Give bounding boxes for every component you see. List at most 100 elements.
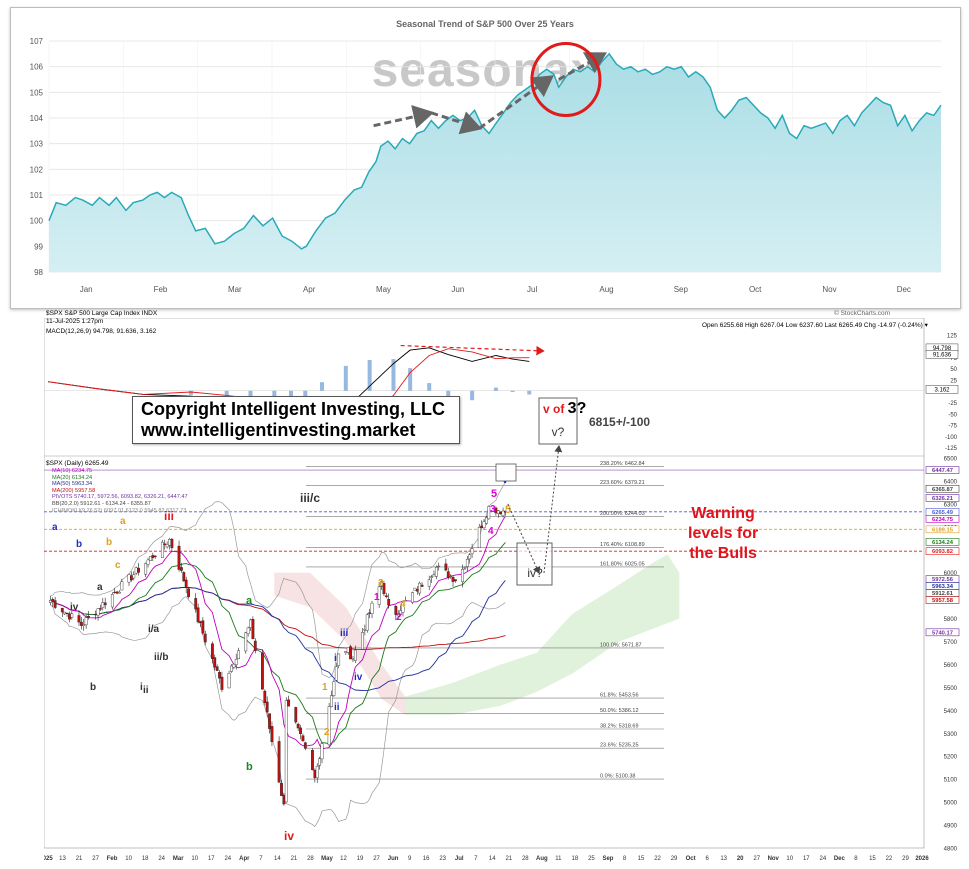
macd-tag-label: 3.162	[934, 387, 950, 393]
price-tag-label: 6093.82	[932, 549, 953, 555]
candle-body	[361, 632, 364, 650]
wave-label: iv	[70, 602, 79, 613]
candle-body	[468, 554, 472, 560]
x-axis-label: 24	[158, 856, 165, 862]
candle-body	[213, 657, 217, 668]
price-tag-label: 5912.61	[932, 591, 954, 597]
candle-body	[420, 584, 424, 587]
macd-axis-label: 75	[950, 356, 957, 362]
macd-hist-bar	[510, 390, 515, 393]
x-tick-label: Aug	[599, 285, 613, 294]
wave-label: 3	[490, 504, 496, 515]
wave-label: b	[90, 682, 96, 693]
warning-line2: levels for	[688, 525, 759, 542]
candle-body	[199, 621, 202, 623]
x-axis-label: 24	[819, 856, 826, 862]
wave-label: b	[106, 537, 112, 548]
macd-axis-label: 50	[950, 367, 957, 373]
x-axis-label: 10	[125, 856, 132, 862]
candle-body	[160, 541, 164, 558]
candle-body	[103, 602, 107, 606]
candle-body	[482, 521, 486, 529]
price-tag-label: 6234.75	[932, 517, 954, 523]
indicator-legend: MA(10) 6234.75 MA(20) 6134.24 MA(50) 5963.…	[52, 468, 188, 514]
y-axis-label: 6300	[944, 502, 958, 508]
y-axis-label: 6400	[944, 479, 958, 485]
candle-body	[463, 567, 467, 569]
y-axis-label: 5800	[944, 617, 958, 623]
macd-axis-label: -100	[945, 435, 958, 441]
seasonal-line	[48, 52, 942, 250]
candle-body	[170, 539, 174, 549]
x-axis-label: 10	[786, 856, 793, 862]
warning-line3: the Bulls	[689, 545, 757, 562]
candle-body	[68, 613, 71, 620]
macd-hist-bar	[493, 387, 498, 391]
candle-body	[303, 742, 307, 749]
candle-body	[203, 633, 207, 643]
candle-body	[149, 556, 152, 561]
candle-body	[454, 579, 457, 582]
wave-label: a	[52, 522, 58, 533]
x-axis-label: 28	[522, 856, 529, 862]
trend-arrow	[557, 52, 608, 81]
candle-body	[146, 559, 150, 565]
candle-body	[263, 690, 267, 703]
candle-body	[287, 699, 291, 707]
candle-body	[153, 555, 157, 557]
fib-label: 38.2%: 5318.69	[600, 724, 639, 730]
candle-body	[180, 567, 183, 571]
legend-item: MA(20) 6134.24	[52, 474, 93, 481]
candle-body	[282, 794, 286, 805]
candle-body	[477, 527, 481, 548]
macd-axis-label: -75	[948, 424, 957, 430]
x-axis-label: 27	[373, 856, 380, 862]
candle-body	[232, 663, 236, 668]
candle-body	[94, 613, 98, 616]
wave-label: iii	[164, 509, 174, 523]
candle-body	[115, 591, 119, 594]
wave-label: ii	[334, 702, 340, 713]
x-axis-label: 24	[224, 856, 231, 862]
seasonal-area	[49, 53, 941, 272]
wave-label: 4	[400, 599, 406, 610]
macd-hist-bar	[391, 359, 396, 391]
candle-body	[268, 713, 271, 729]
candle-body	[349, 646, 352, 660]
macd-hist-bar	[248, 390, 253, 397]
macd-hist-bar	[470, 390, 475, 401]
wave-label: a	[120, 516, 126, 527]
candle-body	[403, 600, 407, 602]
wave-label: a	[246, 595, 253, 607]
candle-body	[227, 673, 231, 689]
x-axis-label: 15	[638, 856, 645, 862]
x-axis-label: 9	[408, 856, 412, 862]
candle-body	[484, 517, 488, 524]
ichimoku-cloud-red	[274, 572, 406, 715]
wave-label: 4	[488, 526, 494, 537]
candle-body	[461, 568, 464, 582]
spx-chart-panel: 1251007550250-25-50-75-100-12594.79891.6…	[39, 310, 968, 864]
projection-arrow-down	[507, 503, 541, 574]
macd-label: MACD(12,26,9) 94.798, 91.636, 3.162	[46, 328, 157, 335]
x-tick-label: Jun	[451, 285, 464, 294]
candle-body	[70, 613, 74, 618]
candle-body	[63, 611, 67, 615]
x-axis-label: 15	[869, 856, 876, 862]
candle-body	[315, 765, 319, 779]
macd-axis-label: 125	[947, 333, 958, 339]
candle-body	[87, 616, 90, 618]
candle-body	[84, 617, 88, 626]
candle-body	[387, 598, 391, 606]
x-axis-label: 21	[505, 856, 512, 862]
macd-hist-bar	[367, 360, 372, 391]
candle-body	[365, 614, 369, 631]
candle-body	[261, 652, 264, 690]
legend-item: BB(20,2.0) 5912.61 - 6134.24 - 6355.87	[52, 500, 151, 507]
x-axis-label: 16	[423, 856, 430, 862]
x-axis-label: 2026	[915, 856, 929, 862]
candle-body	[277, 741, 281, 783]
candle-body	[265, 701, 269, 713]
wave-label: iii/c	[300, 491, 320, 505]
y-axis-label: 5400	[944, 709, 958, 715]
